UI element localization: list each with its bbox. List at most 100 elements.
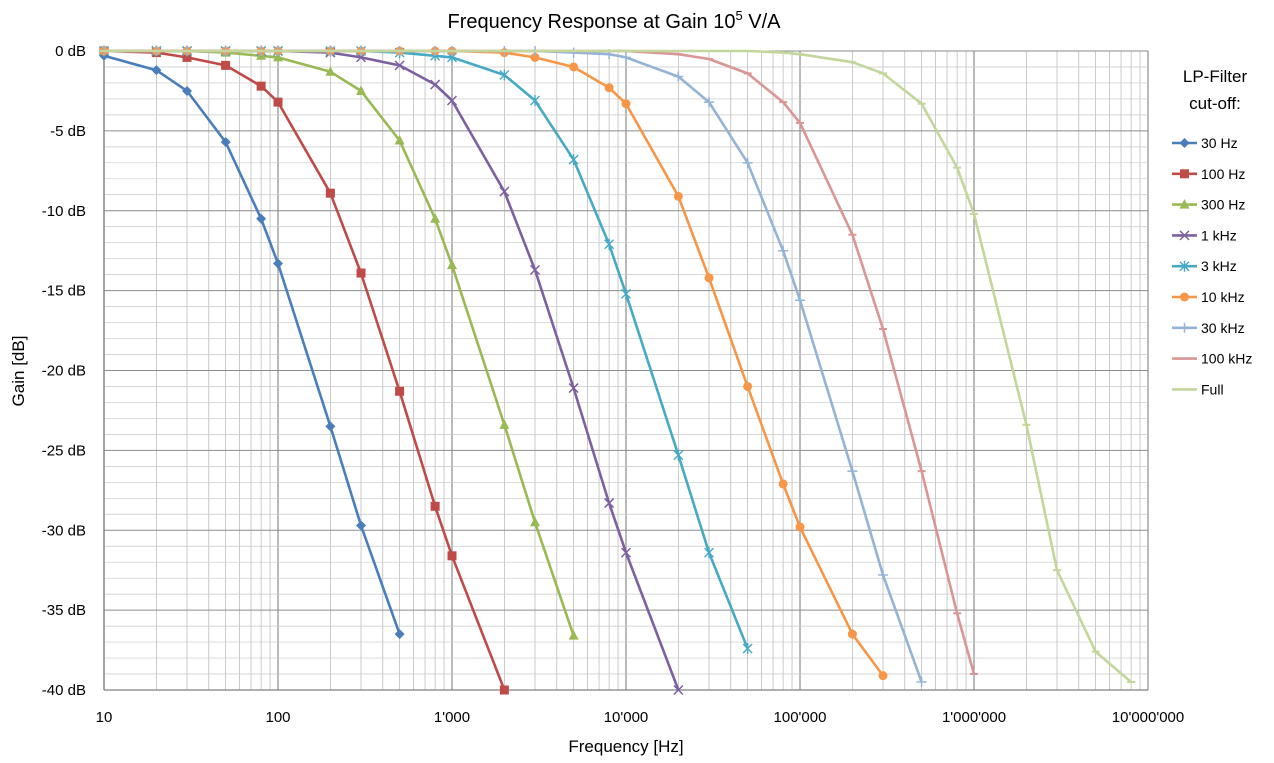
data-point-asterisk	[673, 449, 684, 461]
data-point-x	[430, 79, 441, 90]
data-point-x	[673, 684, 684, 696]
legend-label: Full	[1201, 381, 1224, 397]
x-tick-label: 100	[265, 709, 290, 726]
series-full	[100, 49, 1136, 684]
x-tick-label: 10'000	[604, 709, 649, 726]
data-point-diamond	[1179, 138, 1190, 148]
legend-label: 300 Hz	[1201, 197, 1245, 213]
series-line-10-khz	[104, 49, 885, 677]
data-point-triangle	[530, 516, 541, 527]
data-point-x	[394, 60, 405, 71]
chart-title-unit: V/A	[743, 11, 781, 33]
data-point-x	[620, 547, 632, 558]
data-point-triangle	[430, 213, 441, 223]
data-point-diamond	[356, 520, 367, 531]
legend-label: 10 kHz	[1201, 289, 1245, 305]
data-point-plus	[621, 52, 631, 63]
legend-item-100-hz: 100 Hz	[1172, 166, 1245, 182]
series-3-khz	[99, 45, 753, 654]
y-tick-label: -25 dB	[42, 442, 86, 459]
series-100-khz	[100, 49, 978, 676]
data-point-asterisk	[742, 642, 753, 654]
y-tick-label: -5 dB	[50, 123, 86, 140]
data-point-circle	[778, 479, 788, 489]
data-point-circle	[1180, 292, 1189, 302]
chart-title-main: Frequency Response at Gain 10	[448, 11, 736, 33]
data-point-square	[499, 685, 509, 695]
data-point-square	[221, 60, 231, 70]
data-point-triangle	[568, 630, 579, 640]
series-line-full	[104, 49, 1132, 683]
data-point-circle	[795, 522, 805, 532]
data-point-plus	[704, 97, 715, 108]
legend-item-30-hz: 30 Hz	[1172, 135, 1238, 151]
y-axis-label: Gain [dB]	[9, 336, 28, 407]
x-tick-label: 10	[96, 709, 113, 726]
data-point-x	[604, 498, 615, 509]
legend-title-line-1: LP-Filter	[1183, 67, 1248, 86]
legend-item-30-khz: 30 kHz	[1172, 320, 1245, 336]
legend-label: 100 Hz	[1201, 166, 1245, 182]
data-point-asterisk	[621, 288, 631, 300]
y-tick-label: -10 dB	[42, 203, 86, 220]
series-line-30-hz	[103, 54, 401, 635]
data-point-square	[356, 268, 366, 278]
data-point-plus	[742, 157, 753, 168]
legend: LP-Filter cut-off: 30 Hz 100 Hz 300 Hz 1 kH…	[1172, 67, 1252, 397]
data-point-triangle	[356, 85, 367, 95]
x-tick-label: 10'000'000	[1112, 709, 1184, 726]
data-point-diamond	[273, 258, 283, 269]
y-tick-label: 0 dB	[55, 43, 86, 60]
x-tick-labels: 10 100 1'000 10'000 100'000 1'000'000 10'000'0…	[96, 709, 1185, 726]
data-point-asterisk	[530, 95, 541, 107]
data-point-circle	[530, 52, 540, 62]
data-point-asterisk	[568, 154, 579, 166]
legend-label: 100 kHz	[1201, 351, 1252, 367]
series-30-hz	[99, 50, 405, 640]
legend-label: 30 kHz	[1201, 320, 1245, 336]
data-point-circle	[569, 62, 579, 72]
data-point-circle	[847, 629, 857, 639]
x-axis-label: Frequency [Hz]	[568, 737, 683, 756]
y-tick-label: -20 dB	[42, 363, 86, 380]
data-point-plus	[1179, 322, 1190, 333]
legend-item-100-khz: 100 kHz	[1172, 351, 1252, 367]
y-tick-label: -15 dB	[42, 283, 86, 300]
data-point-x	[529, 264, 541, 275]
series-300-hz	[99, 45, 579, 640]
legend-item-1-khz: 1 kHz	[1172, 227, 1237, 243]
data-point-plus	[778, 245, 789, 256]
data-point-square	[273, 97, 283, 107]
chart-title: Frequency Response at Gain 105 V/A	[448, 8, 782, 33]
y-tick-labels: 0 dB -5 dB -10 dB -15 dB -20 dB -25 dB -30 dB -…	[42, 43, 86, 699]
data-point-square	[256, 81, 266, 91]
data-point-diamond	[220, 137, 231, 148]
series-line-3-khz	[104, 49, 749, 649]
data-point-square	[325, 188, 335, 198]
x-tick-label: 1'000	[434, 709, 470, 726]
data-point-triangle	[325, 66, 336, 76]
legend-label: 30 Hz	[1201, 135, 1238, 151]
data-point-circle	[673, 191, 683, 201]
data-point-x	[446, 95, 458, 106]
x-tick-label: 1'000'000	[942, 709, 1006, 726]
data-point-square	[447, 551, 457, 561]
y-tick-label: -40 dB	[42, 682, 86, 699]
data-point-plus	[878, 569, 889, 580]
data-point-plus	[847, 466, 858, 477]
data-point-square	[430, 501, 440, 511]
legend-label: 1 kHz	[1201, 227, 1237, 243]
series-10-khz	[99, 46, 888, 681]
grid	[103, 50, 1149, 691]
data-point-plus	[795, 295, 805, 306]
y-tick-label: -35 dB	[42, 602, 86, 619]
data-point-triangle	[273, 51, 283, 62]
data-point-square	[395, 386, 405, 396]
data-point-asterisk	[604, 238, 615, 250]
data-point-triangle	[447, 259, 457, 270]
data-point-triangle	[1179, 199, 1190, 209]
legend-title-line-2: cut-off:	[1189, 94, 1241, 113]
data-point-triangle	[394, 134, 405, 145]
legend-item-300-hz: 300 Hz	[1172, 197, 1245, 213]
legend-item-full: Full	[1172, 381, 1224, 397]
